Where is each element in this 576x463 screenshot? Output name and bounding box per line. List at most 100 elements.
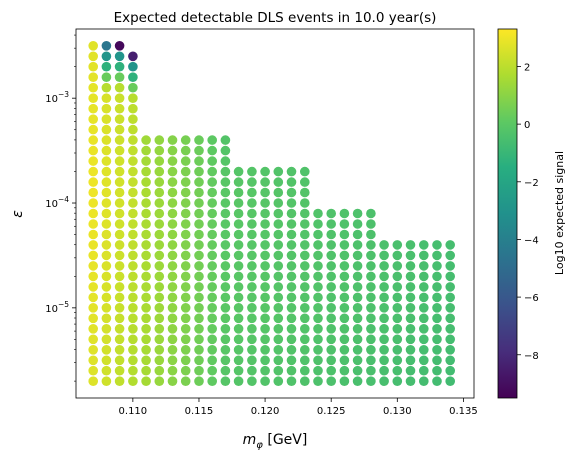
data-point [154,145,165,156]
data-point [313,271,323,282]
data-point [379,313,389,324]
data-point [300,240,310,250]
data-point [286,229,297,240]
data-point [207,365,217,376]
data-point [141,145,151,156]
data-point [326,376,337,387]
data-point [339,313,350,324]
data-point [405,261,416,271]
data-point [233,292,244,303]
data-point [352,313,363,324]
data-point [432,355,442,366]
data-point [247,187,257,198]
data-point [101,365,112,376]
x-tick-label: 0.125 [317,406,346,417]
data-point [194,229,204,240]
data-point [88,135,98,145]
data-point [180,376,191,387]
data-point [273,334,284,345]
data-point [114,240,125,250]
data-point [180,135,191,145]
data-point [101,334,112,345]
data-point [128,51,138,62]
data-point [180,166,191,177]
data-point [247,271,257,282]
data-point [352,365,363,376]
data-point [88,145,98,156]
data-point [207,292,217,303]
data-point [286,282,297,292]
data-point [180,324,191,334]
data-point [260,334,270,345]
data-point [180,240,191,250]
data-point [220,334,231,345]
data-point [260,198,270,208]
data-point [207,355,217,366]
data-point [432,303,442,313]
data-point [180,208,191,219]
data-point [326,324,337,334]
data-point [300,271,310,282]
data-point [207,177,217,187]
data-point [247,166,257,177]
data-point [273,324,284,334]
data-point [392,324,403,334]
data-point [366,250,376,261]
data-point [154,208,165,219]
data-point [101,208,112,219]
data-point [88,187,98,198]
data-point [419,334,429,345]
data-point [273,250,284,261]
data-point [88,72,98,82]
data-point [114,82,125,93]
data-point [419,271,429,282]
data-point [445,282,456,292]
data-point [194,376,204,387]
data-point [141,208,151,219]
data-point [101,82,112,93]
data-point [392,271,403,282]
data-point [405,282,416,292]
data-point [88,229,98,240]
data-point [392,292,403,303]
data-point [114,208,125,219]
data-point [128,261,138,271]
data-point [141,219,151,229]
data-point [101,135,112,145]
data-point [432,365,442,376]
colorbar-tick-label: −8 [524,351,539,362]
data-point [220,240,231,250]
data-point [286,261,297,271]
data-point [366,313,376,324]
data-point [247,345,257,355]
data-point [419,250,429,261]
data-point [366,365,376,376]
data-point [379,365,389,376]
data-point [366,282,376,292]
data-point [180,282,191,292]
data-point [313,292,323,303]
data-point [300,334,310,345]
data-point [392,345,403,355]
data-point [339,250,350,261]
data-point [445,345,456,355]
data-point [405,324,416,334]
data-point [366,219,376,229]
data-point [141,303,151,313]
data-point [128,208,138,219]
data-point [88,156,98,166]
data-point [352,240,363,250]
x-axis-label: mφ [GeV] [243,432,308,451]
data-point [180,365,191,376]
data-point [273,313,284,324]
data-point [366,324,376,334]
data-point [114,313,125,324]
data-point [300,313,310,324]
data-point [273,292,284,303]
data-point [405,292,416,303]
data-point [247,240,257,250]
data-point [247,229,257,240]
data-point [273,282,284,292]
data-point [207,135,217,145]
data-point [339,219,350,229]
